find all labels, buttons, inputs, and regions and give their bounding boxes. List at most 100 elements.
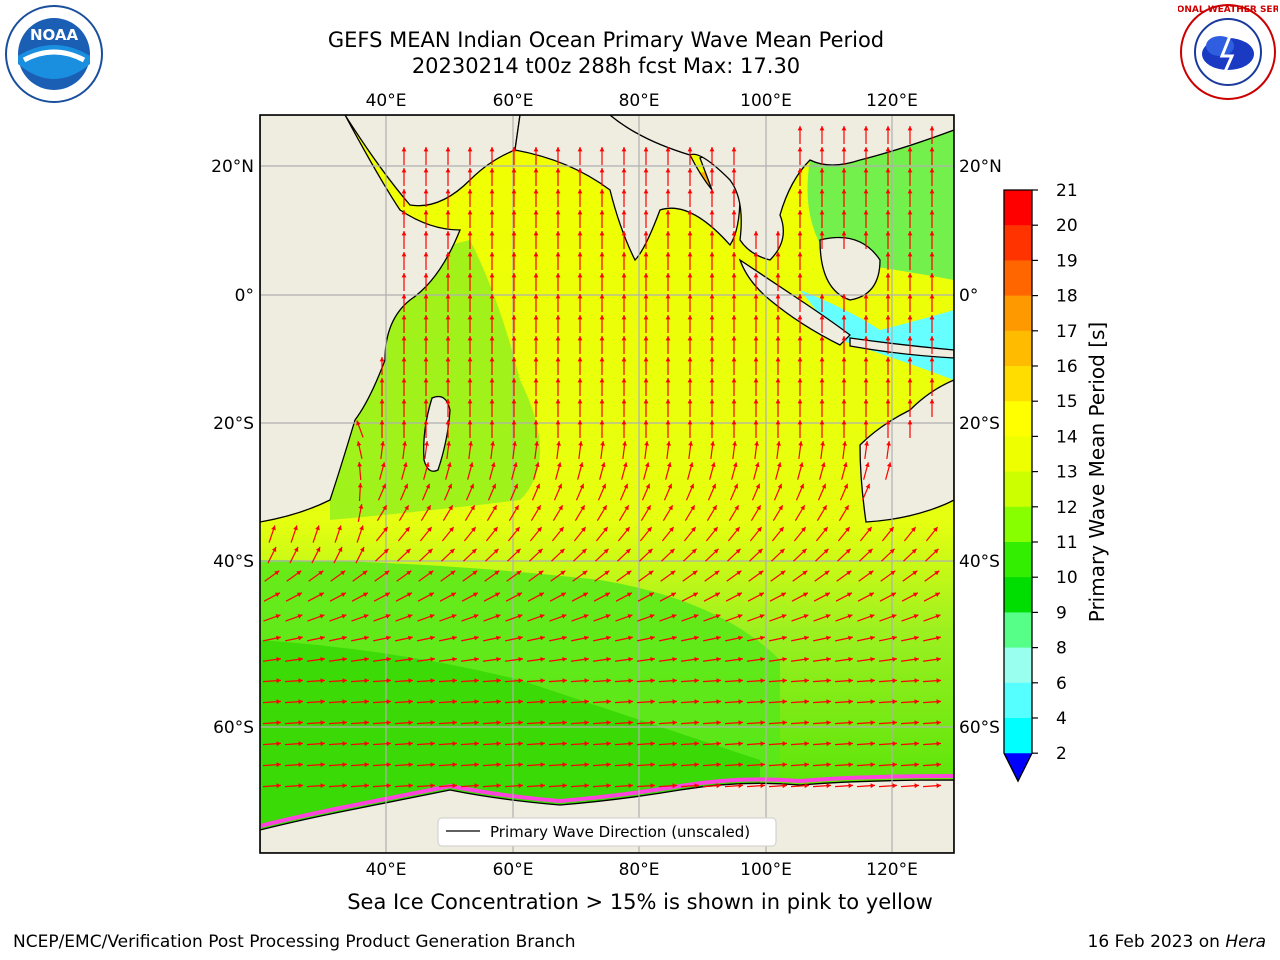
- wave-arrow: [726, 570, 742, 582]
- lon-label-bottom: 80°E: [619, 860, 660, 880]
- wave-arrow: [731, 357, 737, 375]
- wave-arrow: [907, 315, 913, 333]
- wave-arrow: [401, 315, 407, 333]
- wave-arrow: [816, 504, 828, 522]
- wave-arrow: [658, 783, 678, 789]
- wave-arrow: [264, 570, 280, 582]
- wave-arrow: [284, 678, 304, 684]
- colorbar-segment: [1004, 436, 1032, 473]
- wave-arrow: [687, 273, 693, 291]
- wave-arrow: [901, 592, 919, 602]
- wave-arrow: [680, 783, 700, 789]
- wave-arrow: [465, 483, 475, 501]
- wave-arrow: [548, 678, 568, 684]
- wave-arrow: [813, 614, 831, 622]
- wave-arrow: [687, 462, 694, 480]
- wave-arrow: [922, 783, 942, 789]
- wave-arrow: [750, 504, 762, 522]
- wave-arrow: [903, 526, 917, 542]
- wave-arrow: [638, 570, 654, 582]
- wave-arrow: [527, 592, 545, 602]
- wave-arrow: [795, 483, 805, 501]
- wave-arrow: [285, 656, 303, 662]
- wave-arrow: [775, 420, 781, 438]
- wave-arrow: [262, 762, 282, 768]
- wave-arrow: [643, 462, 650, 480]
- colorbar-tick-label: 19: [1056, 251, 1078, 271]
- wave-arrow: [599, 336, 605, 354]
- wave-arrow: [423, 273, 429, 291]
- wave-arrow: [350, 762, 370, 768]
- wave-arrow: [507, 548, 521, 562]
- land-borneo: [819, 236, 881, 301]
- wave-arrow: [643, 210, 649, 228]
- wave-arrow: [929, 126, 935, 144]
- wave-arrow: [746, 678, 766, 684]
- wave-arrow: [903, 548, 917, 562]
- wave-arrow: [482, 741, 502, 747]
- wave-arrow: [637, 656, 655, 662]
- footer-credit: NCEP/EMC/Verification Post Processing Pr…: [13, 932, 576, 952]
- wave-arrow: [284, 762, 304, 768]
- wave-arrow: [703, 592, 721, 602]
- wave-arrow: [834, 699, 854, 705]
- wave-arrow: [929, 294, 935, 312]
- colorbar-tick-label: 17: [1056, 322, 1078, 342]
- wave-arrow: [395, 656, 413, 662]
- wave-arrow: [555, 294, 561, 312]
- wave-arrow: [555, 147, 561, 165]
- wave-arrow: [797, 399, 803, 417]
- colorbar-segment: [1004, 330, 1032, 367]
- wave-arrow: [555, 168, 561, 186]
- wave-arrow: [533, 168, 539, 186]
- wave-arrow: [728, 504, 740, 522]
- wave-arrow: [878, 783, 898, 789]
- graticule: [260, 115, 954, 853]
- wave-arrow: [548, 762, 568, 768]
- wave-arrow: [599, 294, 605, 312]
- wave-arrow: [790, 783, 810, 789]
- wave-arrow: [746, 741, 766, 747]
- wave-arrow: [775, 252, 781, 270]
- wave-arrow: [797, 168, 803, 186]
- sea-ice-caption: Sea Ice Concentration > 15% is shown in …: [347, 890, 933, 914]
- wave-arrow: [419, 526, 433, 542]
- wave-arrow: [401, 210, 407, 228]
- wave-arrow: [636, 783, 656, 789]
- wave-arrow: [775, 231, 781, 249]
- wave-arrow: [511, 189, 517, 207]
- wave-arrow: [595, 526, 609, 542]
- wave-arrow: [445, 294, 451, 312]
- wave-arrow: [856, 741, 876, 747]
- wave-arrow: [555, 252, 561, 270]
- wave-arrow: [505, 635, 523, 642]
- wave-arrow: [372, 762, 392, 768]
- wave-arrow: [356, 525, 364, 543]
- wave-arrow: [748, 570, 764, 582]
- wave-arrow: [467, 231, 473, 249]
- wave-arrow: [401, 294, 407, 312]
- wave-arrow: [687, 336, 693, 354]
- wave-arrow: [504, 741, 524, 747]
- wave-arrow: [509, 483, 519, 501]
- wave-arrow: [660, 570, 676, 582]
- wave-arrow: [445, 462, 452, 480]
- colorbar-segment: [1004, 718, 1032, 754]
- wave-arrow: [463, 526, 477, 542]
- wave-arrow: [907, 399, 913, 417]
- wave-arrow: [401, 147, 407, 165]
- wave-arrow: [445, 231, 451, 249]
- wave-arrow: [511, 231, 517, 249]
- wave-arrow: [350, 783, 370, 789]
- wave-arrow: [644, 440, 649, 460]
- wave-arrow: [747, 635, 765, 642]
- wave-arrow: [284, 699, 304, 705]
- wave-arrow: [792, 570, 808, 582]
- wave-arrow: [614, 720, 634, 726]
- wave-arrow: [819, 336, 825, 354]
- wave-arrow: [423, 357, 429, 375]
- wave-arrow: [417, 592, 435, 602]
- wave-arrow: [753, 420, 759, 438]
- lat-label-left: 40°S: [213, 552, 254, 572]
- wave-arrow: [570, 678, 590, 684]
